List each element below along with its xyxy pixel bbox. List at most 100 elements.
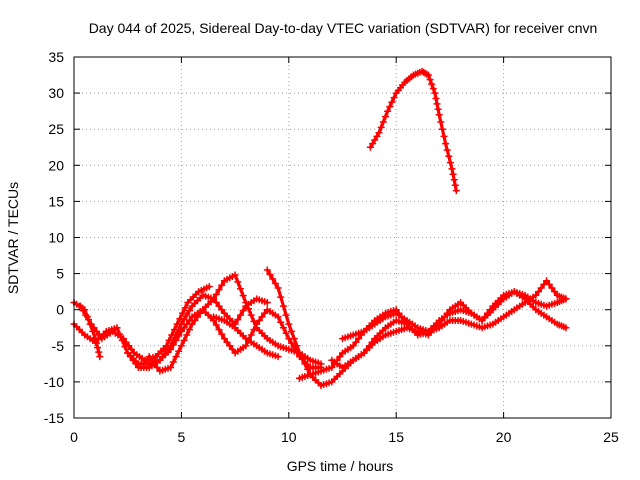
data-point <box>274 353 282 361</box>
data-point <box>175 332 183 340</box>
data-point <box>122 338 130 346</box>
data-point <box>79 307 87 315</box>
series-trace-4 <box>124 306 325 371</box>
series-trace-9 <box>328 288 570 371</box>
data-point <box>132 360 140 368</box>
data-point <box>269 275 277 283</box>
chart-title: Day 044 of 2025, Sidereal Day-to-day VTE… <box>89 20 598 36</box>
data-point <box>258 313 266 321</box>
data-point <box>274 313 282 321</box>
data-point <box>181 304 189 312</box>
x-tick-label: 15 <box>388 429 404 445</box>
data-point <box>443 146 451 154</box>
data-point <box>434 105 442 113</box>
y-tick-label: 25 <box>48 121 64 137</box>
data-point <box>93 327 101 335</box>
data-point <box>317 360 325 368</box>
data-point <box>377 123 385 131</box>
data-point <box>424 71 432 79</box>
data-point <box>285 320 293 328</box>
data-point <box>94 344 102 352</box>
data-point <box>169 358 177 366</box>
data-point <box>384 107 392 115</box>
data-point <box>375 129 383 137</box>
data-point <box>212 290 220 298</box>
data-point <box>432 95 440 102</box>
data-point <box>293 342 301 350</box>
y-tick-label: -5 <box>52 338 65 354</box>
x-tick-label: 5 <box>178 429 186 445</box>
data-point <box>301 360 309 368</box>
data-point <box>451 181 459 189</box>
data-point <box>124 349 132 357</box>
data-point <box>228 345 236 353</box>
data-point <box>218 330 226 338</box>
data-point <box>440 132 448 140</box>
data-point <box>247 331 255 339</box>
series-trace-7 <box>263 266 411 389</box>
data-point <box>369 140 377 148</box>
series-trace-10 <box>339 277 570 343</box>
data-point <box>113 324 121 332</box>
data-point <box>205 283 213 291</box>
x-tick-label: 10 <box>281 429 297 445</box>
data-point <box>390 94 398 102</box>
data-point <box>449 170 457 178</box>
y-tick-label: 20 <box>48 157 64 173</box>
data-point <box>532 291 540 299</box>
data-point <box>242 342 250 350</box>
data-point <box>169 341 177 349</box>
y-tick-label: 15 <box>48 193 64 209</box>
data-point <box>304 365 312 373</box>
data-point <box>282 329 290 337</box>
data-point <box>349 342 357 350</box>
data-point <box>125 342 133 350</box>
data-point <box>266 271 274 278</box>
data-point <box>263 299 271 306</box>
data-point <box>328 364 336 371</box>
series-trace-11 <box>366 67 460 195</box>
data-point <box>167 364 175 371</box>
data-point <box>543 277 551 285</box>
data-point <box>188 320 196 328</box>
data-point <box>429 85 437 93</box>
data-point <box>175 347 183 355</box>
data-point <box>183 331 191 339</box>
data-point <box>551 288 559 296</box>
data-point <box>535 288 542 296</box>
data-point <box>562 295 570 303</box>
data-point <box>145 353 153 361</box>
data-point <box>426 76 434 84</box>
data-point <box>366 143 374 151</box>
data-point <box>234 278 242 286</box>
data-point <box>255 317 263 324</box>
data-point <box>167 345 175 353</box>
data-point <box>180 324 188 332</box>
data-point <box>85 316 92 324</box>
y-tick-label: 5 <box>56 266 64 282</box>
data-point <box>288 339 295 347</box>
x-tick-label: 25 <box>603 429 619 445</box>
data-point <box>186 326 193 334</box>
data-point <box>239 307 247 315</box>
data-point <box>210 295 218 303</box>
x-tick-label: 0 <box>70 429 78 445</box>
data-point <box>180 336 188 344</box>
x-axis: 0 5 10 15 20 25 <box>70 57 619 445</box>
data-point <box>478 317 486 324</box>
data-point <box>441 313 448 321</box>
data-point <box>223 338 231 346</box>
x-axis-label: GPS time / hours <box>287 458 394 474</box>
data-point <box>298 354 306 362</box>
data-point <box>290 335 298 343</box>
data-point <box>215 326 223 334</box>
data-point <box>545 280 553 288</box>
data-point <box>486 306 494 314</box>
data-point <box>245 305 252 313</box>
data-point <box>448 165 456 173</box>
data-point <box>352 338 360 346</box>
data-point <box>212 321 220 329</box>
data-point <box>180 316 188 324</box>
data-point <box>271 280 279 287</box>
data-point <box>445 152 453 160</box>
